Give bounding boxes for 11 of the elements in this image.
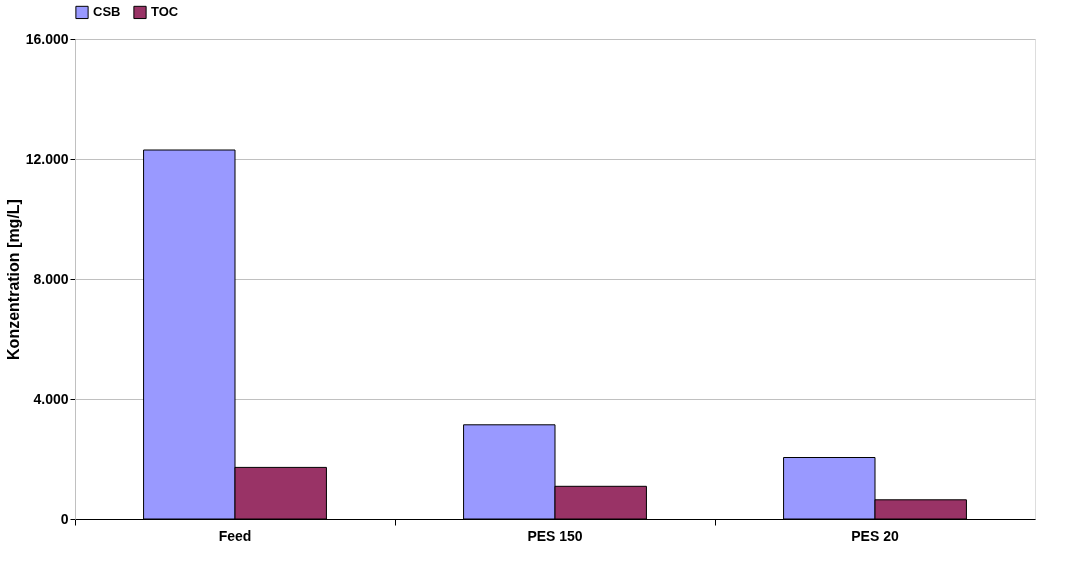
x-tick-label: PES 150 [527,527,583,544]
y-tick-label: 16.000 [25,30,69,47]
y-tick-label: 0 [60,510,69,527]
legend-label: CSB [93,4,121,20]
legend-label: TOC [151,4,179,20]
y-axis-title: Konzentration [mg/L] [4,199,22,360]
x-tick-label: PES 20 [851,527,899,544]
y-tick-label: 12.000 [25,150,69,167]
y-tick-label: 4.000 [33,390,69,407]
x-tick-label: Feed [218,527,252,544]
y-tick-label: 8.000 [33,270,69,287]
